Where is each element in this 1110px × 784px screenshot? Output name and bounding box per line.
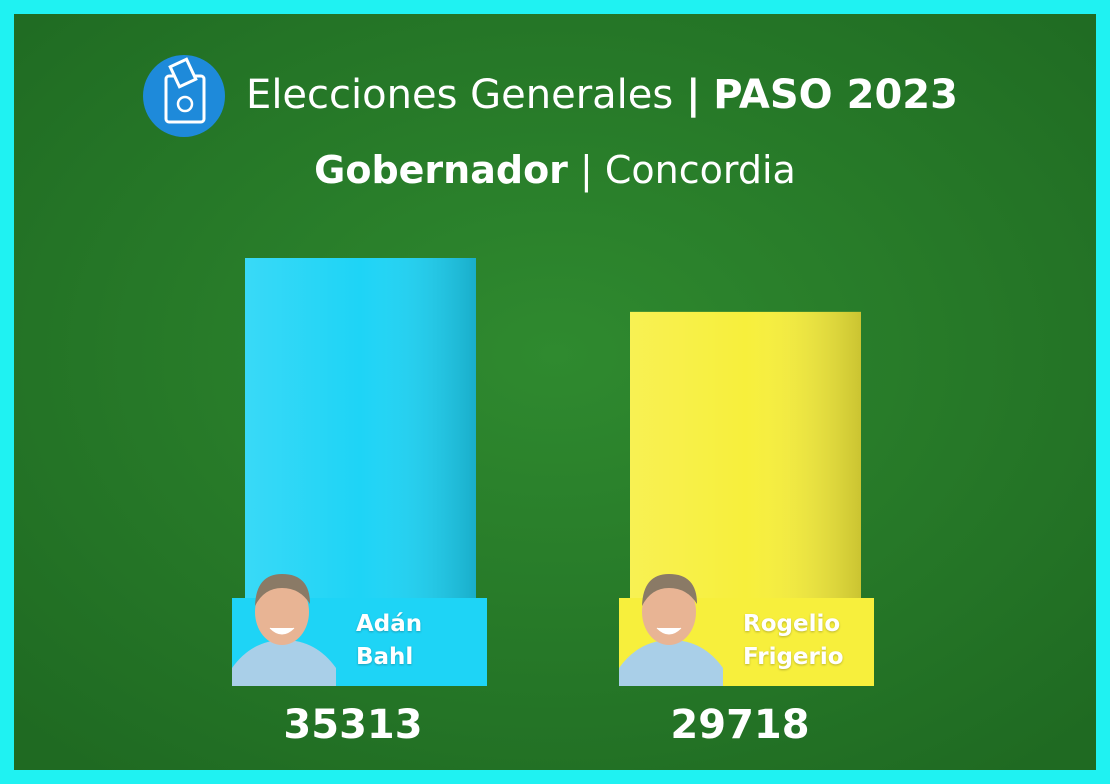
background bbox=[14, 14, 1096, 770]
bar-shade bbox=[630, 311, 861, 598]
ballot-icon bbox=[143, 55, 225, 137]
candidate-name: Adán Bahl bbox=[356, 611, 423, 670]
candidate-photo bbox=[255, 574, 310, 606]
chart-title: Elecciones Generales | PASO 2023 bbox=[246, 72, 958, 119]
candidate-photo bbox=[619, 640, 723, 686]
value-label: 29718 bbox=[670, 702, 809, 748]
subtitle-highlight: Gobernador bbox=[314, 148, 568, 192]
subtitle-rest: | Concordia bbox=[580, 148, 796, 193]
candidate-photo bbox=[232, 640, 336, 686]
candidate-photo bbox=[656, 627, 682, 635]
candidate-photo bbox=[642, 574, 697, 606]
title-highlight: PASO 2023 bbox=[713, 72, 958, 118]
candidate-name: Rogelio Frigerio bbox=[743, 611, 844, 670]
candidate-photo bbox=[269, 627, 295, 635]
chart-subtitle: Gobernador | Concordia bbox=[314, 148, 796, 193]
title-main: Elecciones Generales bbox=[246, 72, 673, 118]
value-label: 35313 bbox=[283, 702, 422, 748]
title-separator: | bbox=[686, 72, 701, 119]
candidate-photo bbox=[642, 579, 696, 645]
candidate-photo bbox=[255, 579, 309, 645]
bar-shade bbox=[245, 258, 476, 598]
